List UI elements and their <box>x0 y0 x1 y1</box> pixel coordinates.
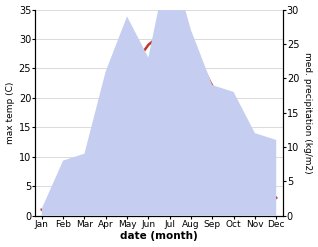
Y-axis label: max temp (C): max temp (C) <box>5 81 15 144</box>
X-axis label: date (month): date (month) <box>120 231 198 242</box>
Y-axis label: med. precipitation (kg/m2): med. precipitation (kg/m2) <box>303 52 313 173</box>
